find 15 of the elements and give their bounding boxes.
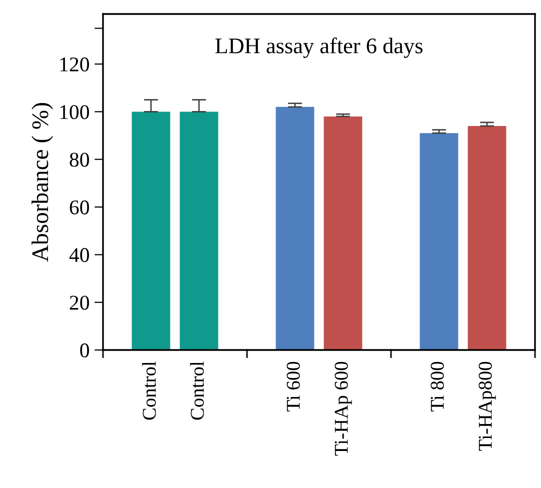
y-tick-label: 0 bbox=[80, 343, 90, 358]
y-tick-label: 60 bbox=[70, 200, 90, 214]
y-tick-label: 20 bbox=[70, 296, 90, 310]
text: LDH assay after 6 days bbox=[215, 38, 422, 58]
y-axis-title: Absorbance ( %) bbox=[32, 103, 53, 262]
x-tick-label: Ti-HAp800 bbox=[478, 362, 496, 451]
x-tick-label: Ti 600 bbox=[286, 362, 300, 412]
y-tick-label: 120 bbox=[60, 57, 90, 72]
x-tick-label: Control bbox=[142, 362, 156, 420]
x-tick-label: Control bbox=[190, 362, 204, 420]
y-tick-label: 100 bbox=[60, 105, 90, 120]
y-tick-label: 40 bbox=[69, 248, 90, 262]
y-tick-label: 80 bbox=[70, 152, 90, 167]
x-tick-label: Ti-HAp 600 bbox=[334, 362, 352, 456]
x-tick-label: Ti 800 bbox=[430, 362, 444, 412]
